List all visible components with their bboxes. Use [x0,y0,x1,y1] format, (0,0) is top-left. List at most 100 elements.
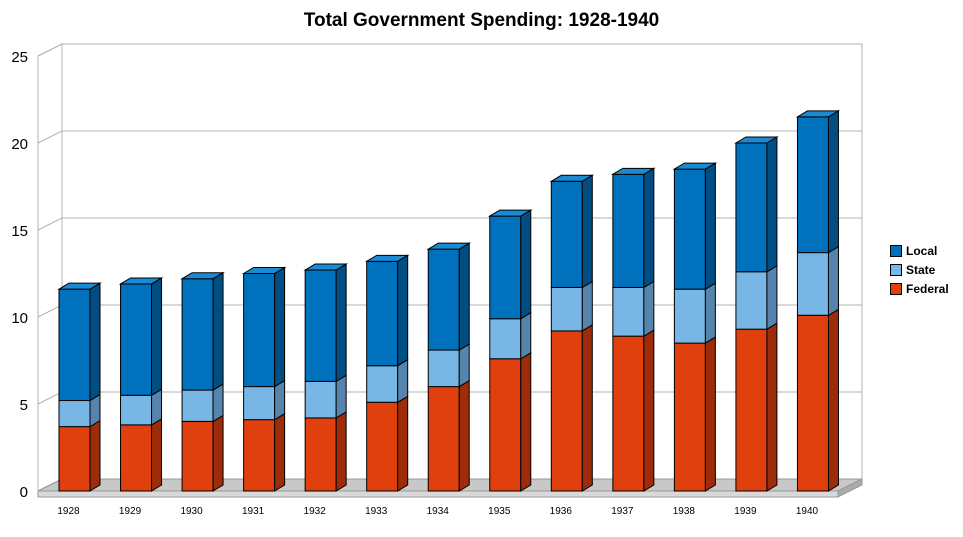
x-tick-label: 1932 [304,506,327,517]
legend-label: State [906,262,936,277]
x-tick-label: 1929 [119,506,142,517]
bar-local-1930-top [180,272,225,280]
bar-local-1939-top [734,136,779,144]
legend-swatch [890,244,902,257]
bar-local-1929-top [118,277,164,285]
bar-state-1929 [120,394,153,426]
bar-federal-1934 [427,386,460,492]
bar-state-1935-side [520,311,532,360]
x-tick-label: 1931 [242,506,265,517]
y-tick-label: 0 [20,484,28,501]
bar-local-1931-top [241,267,287,274]
legend-label: Local [906,243,938,258]
bar-local-1930 [181,278,214,391]
bar-federal-1940-side [827,308,839,492]
bar-local-1939 [735,142,768,273]
bar-federal-1936 [550,330,583,492]
bar-local-1940-top [795,110,841,118]
bar-federal-1931-side [274,412,286,492]
bar-state-1937 [612,286,645,337]
x-tick-label: 1937 [611,506,634,517]
bar-local-1939-side [766,136,778,273]
bar-federal-1930-side [212,414,224,492]
bar-federal-1940 [796,314,829,492]
bar-local-1935-top [487,209,533,217]
legend-item-local: Local [890,241,949,260]
bar-local-1933-top [364,254,410,262]
bar-local-1934 [427,248,460,351]
bar-federal-1929-side [151,417,163,492]
x-tick-label: 1936 [550,506,573,517]
gridline [37,43,862,57]
legend-swatch [890,263,902,276]
bar-state-1928 [58,400,91,428]
bar-federal-1933 [366,401,399,492]
bar-local-1933 [366,260,399,367]
bar-federal-1933-side [397,395,409,492]
bar-local-1928-side [89,282,101,402]
bar-local-1932 [304,269,337,382]
bar-local-1928 [58,288,91,402]
y-tick-label: 15 [11,223,28,240]
bar-federal-1932 [304,417,337,492]
bar-local-1936 [550,180,583,288]
bar-local-1940 [796,116,829,254]
bar-local-1931 [243,273,276,388]
bar-federal-1928 [58,426,91,492]
x-tick-label: 1928 [57,506,80,517]
bar-federal-1929 [120,424,153,492]
x-tick-label: 1935 [488,506,511,517]
bar-federal-1934-side [458,379,470,492]
x-tick-label: 1930 [180,506,203,517]
bar-local-1932-top [303,263,348,271]
bar-federal-1932-side [335,411,347,492]
legend-item-state: State [890,260,949,279]
bar-state-1934 [427,349,460,388]
x-tick-label: 1934 [427,506,450,517]
bar-state-1933-side [397,358,409,404]
bar-local-1938-side [704,162,716,291]
bar-federal-1938 [673,342,706,492]
bar-federal-1931 [243,419,276,492]
bar-federal-1939 [735,328,768,492]
bar-local-1937-top [611,167,656,175]
floor-edge [37,490,839,498]
bar-state-1931-side [274,379,286,421]
legend-item-federal: Federal [890,279,949,298]
bar-state-1933 [366,365,399,403]
bar-state-1930 [181,389,214,422]
bar-state-1932-side [335,374,347,419]
x-tick-label: 1933 [365,506,388,517]
y-tick-label: 25 [11,49,28,66]
bar-local-1934-top [426,242,472,250]
bar-local-1928-top [57,282,102,290]
bar-federal-1935-side [520,351,532,492]
bar-federal-1928-side [89,419,101,492]
gridline [37,130,862,144]
bar-local-1931-side [274,266,286,388]
bar-local-1929 [120,283,153,396]
floor-side [837,478,863,498]
bar-federal-1937 [612,335,645,492]
bar-local-1935-side [520,209,532,320]
bar-federal-1935 [489,358,522,492]
bar-state-1932 [304,380,337,419]
legend: Local State Federal [890,241,949,298]
legend-swatch [890,282,902,295]
gridline [37,217,862,231]
chart-title: Total Government Spending: 1928-1940 [303,10,660,31]
bar-state-1937-side [643,280,655,338]
bar-federal-1938-side [704,336,716,492]
bar-state-1940-side [827,245,839,317]
bar-local-1936-top [549,174,595,182]
bar-state-1936 [550,286,583,332]
x-tick-label: 1938 [673,506,696,517]
bar-state-1939 [735,271,768,330]
x-tick-label: 1940 [796,506,819,517]
bar-state-1936-side [581,280,593,332]
y-tick-label: 10 [11,310,28,327]
side-wall [37,43,63,492]
bar-state-1940 [796,252,829,316]
bar-local-1937-side [643,167,655,289]
